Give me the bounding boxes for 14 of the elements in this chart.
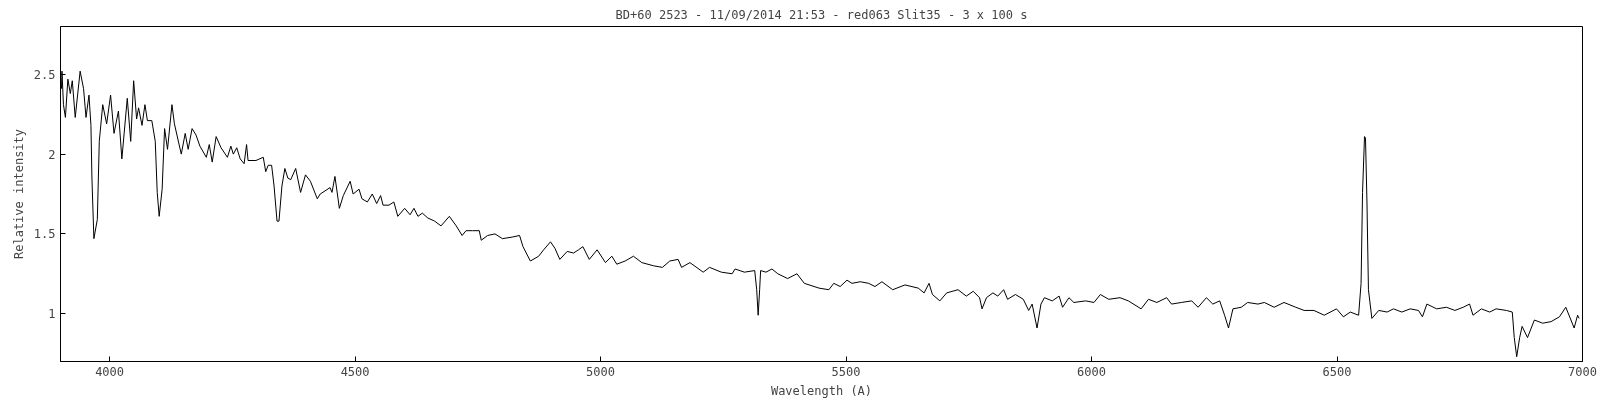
x-tick-label: 5000 [586, 364, 616, 379]
y-tick-label: 2.5 [33, 67, 56, 82]
chart-title: BD+60 2523 - 11/09/2014 21:53 - red063 Slit35 - 3 x 100 s [615, 7, 1028, 22]
x-tick-label: 6500 [1322, 364, 1352, 379]
x-tick-label: 4000 [95, 364, 125, 379]
y-tick-label: 2 [48, 147, 56, 162]
x-tick-label: 7000 [1568, 364, 1597, 379]
x-axis-title: Wavelength (A) [770, 383, 873, 398]
y-axis-title: Relative intensity [11, 128, 26, 260]
x-tick-label: 5500 [831, 364, 861, 379]
x-tick-label: 6000 [1077, 364, 1106, 379]
y-tick-label: 1 [48, 307, 56, 322]
y-tick-label: 1.5 [33, 227, 56, 242]
x-tick-label: 4500 [340, 364, 370, 379]
